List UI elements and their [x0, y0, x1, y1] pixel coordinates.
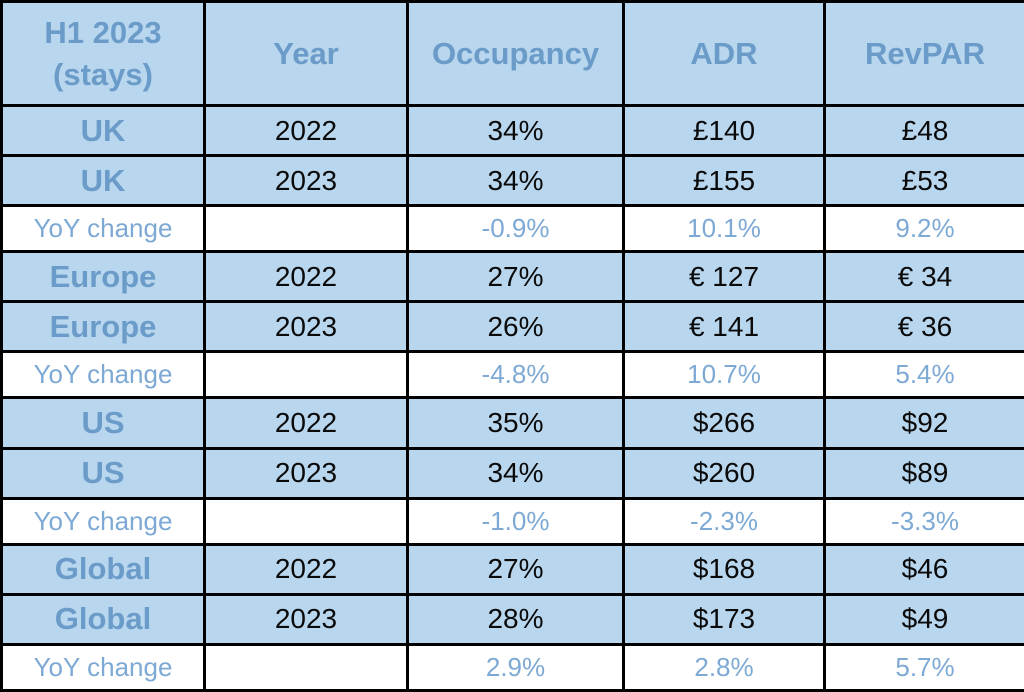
cell-occupancy: -1.0% — [406, 496, 625, 546]
column-header-year: Year — [203, 0, 409, 107]
cell-adr: 2.8% — [622, 642, 826, 692]
cell-region: Europe — [0, 250, 206, 304]
table-row-us-2023: US 2023 34% $260 $89 — [0, 446, 1024, 500]
cell-region: US — [0, 396, 206, 450]
cell-year: 2023 — [203, 300, 409, 354]
cell-adr: £155 — [622, 154, 826, 208]
table-row-global-yoy-change: YoY change 2.9% 2.8% 5.7% — [0, 642, 1024, 692]
cell-region: US — [0, 446, 206, 500]
table-row-europe-2023: Europe 2023 26% € 141 € 36 — [0, 300, 1024, 354]
cell-adr: $173 — [622, 592, 826, 646]
table-row-us-2022: US 2022 35% $266 $92 — [0, 396, 1024, 450]
cell-region: YoY change — [0, 350, 206, 400]
header-row: H1 2023 (stays) Year Occupancy ADR RevPA… — [0, 0, 1024, 107]
cell-adr: -2.3% — [622, 496, 826, 546]
cell-revpar: -3.3% — [823, 496, 1024, 546]
cell-occupancy: 27% — [406, 250, 625, 304]
cell-occupancy: 35% — [406, 396, 625, 450]
table-row-europe-yoy-change: YoY change -4.8% 10.7% 5.4% — [0, 350, 1024, 400]
cell-region: Global — [0, 592, 206, 646]
cell-revpar: $49 — [823, 592, 1024, 646]
cell-adr: $266 — [622, 396, 826, 450]
table-row-global-2023: Global 2023 28% $173 $49 — [0, 592, 1024, 646]
cell-revpar: $89 — [823, 446, 1024, 500]
cell-revpar: 5.7% — [823, 642, 1024, 692]
cell-occupancy: 28% — [406, 592, 625, 646]
cell-year: 2023 — [203, 154, 409, 208]
cell-region: YoY change — [0, 642, 206, 692]
cell-adr: € 141 — [622, 300, 826, 354]
cell-adr: € 127 — [622, 250, 826, 304]
cell-region: UK — [0, 154, 206, 208]
cell-revpar: 9.2% — [823, 204, 1024, 254]
cell-year — [203, 204, 409, 254]
cell-region: YoY change — [0, 496, 206, 546]
table-row-us-yoy-change: YoY change -1.0% -2.3% -3.3% — [0, 496, 1024, 546]
cell-revpar: 5.4% — [823, 350, 1024, 400]
column-header-revpar: RevPAR — [823, 0, 1024, 107]
cell-adr: £140 — [622, 103, 826, 158]
table-row-global-2022: Global 2022 27% $168 $46 — [0, 542, 1024, 596]
cell-revpar: $46 — [823, 542, 1024, 596]
cell-occupancy: -0.9% — [406, 204, 625, 254]
cell-occupancy: 26% — [406, 300, 625, 354]
cell-year: 2023 — [203, 446, 409, 500]
cell-region: Europe — [0, 300, 206, 354]
column-header-adr: ADR — [622, 0, 826, 107]
cell-revpar: € 34 — [823, 250, 1024, 304]
cell-adr: $260 — [622, 446, 826, 500]
cell-year: 2022 — [203, 250, 409, 304]
column-header-region: H1 2023 (stays) — [0, 0, 206, 107]
cell-occupancy: 34% — [406, 103, 625, 158]
cell-occupancy: 2.9% — [406, 642, 625, 692]
cell-year: 2022 — [203, 542, 409, 596]
cell-occupancy: -4.8% — [406, 350, 625, 400]
cell-year: 2022 — [203, 396, 409, 450]
table-row-uk-2023: UK 2023 34% £155 £53 — [0, 154, 1024, 208]
cell-region: YoY change — [0, 204, 206, 254]
cell-adr: 10.7% — [622, 350, 826, 400]
cell-year: 2022 — [203, 103, 409, 158]
cell-occupancy: 27% — [406, 542, 625, 596]
cell-occupancy: 34% — [406, 446, 625, 500]
cell-year: 2023 — [203, 592, 409, 646]
table-row-uk-2022: UK 2022 34% £140 £48 — [0, 103, 1024, 158]
cell-revpar: £53 — [823, 154, 1024, 208]
cell-revpar: £48 — [823, 103, 1024, 158]
cell-revpar: € 36 — [823, 300, 1024, 354]
cell-occupancy: 34% — [406, 154, 625, 208]
cell-adr: 10.1% — [622, 204, 826, 254]
cell-region: Global — [0, 542, 206, 596]
cell-year — [203, 350, 409, 400]
table-row-uk-yoy-change: YoY change -0.9% 10.1% 9.2% — [0, 204, 1024, 254]
cell-adr: $168 — [622, 542, 826, 596]
column-header-occupancy: Occupancy — [406, 0, 625, 107]
cell-year — [203, 496, 409, 546]
cell-year — [203, 642, 409, 692]
table-row-europe-2022: Europe 2022 27% € 127 € 34 — [0, 250, 1024, 304]
cell-revpar: $92 — [823, 396, 1024, 450]
cell-region: UK — [0, 103, 206, 158]
